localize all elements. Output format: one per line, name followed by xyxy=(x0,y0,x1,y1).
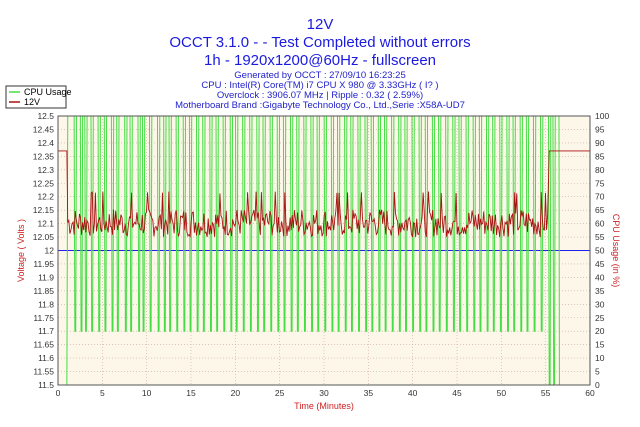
y-axis-ticks: 12.5 12.45 12.4 12.35 12.3 12.25 12.2 12.15 12.1… xyxy=(33,111,55,390)
legend-box xyxy=(5,85,67,109)
y-tick-label: 12.2 xyxy=(37,192,54,202)
y-tick-label: 11.85 xyxy=(33,286,54,296)
x-tick-label: 15 xyxy=(186,388,196,398)
legend: CPU Usage 12V xyxy=(5,85,72,109)
y-tick-label: 11.65 xyxy=(33,340,54,350)
y-tick-label: 12.25 xyxy=(33,178,55,188)
y2-tick-label: 80 xyxy=(595,165,605,175)
y2-axis-ticks: 1009590858075706560555045403530252015105… xyxy=(595,111,609,390)
series-group xyxy=(58,115,590,386)
y2-tick-label: 40 xyxy=(595,272,605,282)
y2-tick-label: 90 xyxy=(595,138,605,148)
y-tick-label: 11.5 xyxy=(38,380,54,390)
y-tick-label: 12.5 xyxy=(37,111,54,121)
x-tick-label: 60 xyxy=(585,388,595,398)
y-tick-label: 11.8 xyxy=(38,299,54,309)
x-axis-label: Time (Minutes) xyxy=(294,401,354,411)
y-tick-label: 12.15 xyxy=(33,205,55,215)
y2-tick-label: 25 xyxy=(595,313,605,323)
y-tick-label: 12.3 xyxy=(37,165,54,175)
y2-tick-label: 20 xyxy=(595,326,605,336)
y-tick-label: 11.6 xyxy=(38,353,54,363)
y-tick-label: 12.45 xyxy=(33,124,55,134)
x-tick-label: 40 xyxy=(408,388,418,398)
x-tick-label: 50 xyxy=(497,388,507,398)
y2-tick-label: 50 xyxy=(595,246,605,256)
y2-tick-label: 10 xyxy=(595,353,605,363)
y-tick-label: 11.9 xyxy=(38,272,54,282)
y2-tick-label: 5 xyxy=(595,367,600,377)
y2-tick-label: 60 xyxy=(595,219,605,229)
y2-tick-label: 45 xyxy=(595,259,605,269)
y-tick-label: 12.4 xyxy=(37,138,54,148)
chart-title: 12V xyxy=(306,16,334,33)
y2-tick-label: 30 xyxy=(595,299,605,309)
y-axis-label: Voltage ( Volts ) xyxy=(16,219,26,282)
x-tick-label: 30 xyxy=(319,388,329,398)
x-tick-label: 5 xyxy=(100,388,105,398)
info-overclock: Overclock : 3906.07 MHz | Ripple : 0.32 … xyxy=(216,90,424,101)
x-tick-label: 10 xyxy=(142,388,152,398)
y2-tick-label: 65 xyxy=(595,205,605,215)
y2-tick-label: 85 xyxy=(595,151,605,161)
info-cpu: CPU : Intel(R) Core(TM) i7 CPU X 980 @ 3… xyxy=(201,80,439,91)
y-tick-label: 12 xyxy=(45,246,55,256)
y-tick-label: 12.05 xyxy=(33,232,55,242)
info-generated: Generated by OCCT : 27/09/10 16:23:25 xyxy=(234,70,406,81)
y-tick-label: 11.55 xyxy=(33,367,54,377)
x-tick-label: 25 xyxy=(275,388,285,398)
plot-frame xyxy=(57,115,591,386)
x-axis-ticks: 0 5 10 15 20 25 30 35 40 45 50 55 60 xyxy=(56,388,595,398)
y-tick-label: 11.75 xyxy=(33,313,54,323)
series-line-cpu-usage xyxy=(58,115,590,386)
y2-tick-label: 75 xyxy=(595,178,605,188)
legend-label-cpu: CPU Usage xyxy=(24,87,72,97)
y2-tick-label: 0 xyxy=(595,380,600,390)
chart-subtitle-1: OCCT 3.1.0 - - Test Completed without er… xyxy=(169,34,471,51)
y-tick-label: 12.1 xyxy=(37,219,54,229)
x-tick-label: 20 xyxy=(231,388,241,398)
y2-tick-label: 100 xyxy=(595,111,609,121)
y2-tick-label: 70 xyxy=(595,192,605,202)
y2-tick-label: 15 xyxy=(595,340,605,350)
x-tick-label: 35 xyxy=(364,388,374,398)
legend-label-12v: 12V xyxy=(24,97,40,107)
y-tick-label: 11.7 xyxy=(38,326,54,336)
y-tick-label: 12.35 xyxy=(33,151,55,161)
x-tick-label: 0 xyxy=(56,388,61,398)
info-motherboard: Motherboard Brand :Gigabyte Technology C… xyxy=(175,100,465,111)
y2-tick-label: 95 xyxy=(595,124,605,134)
x-tick-label: 45 xyxy=(452,388,462,398)
chart-subtitle-2: 1h - 1920x1200@60Hz - fullscreen xyxy=(203,52,437,69)
series-line-12v xyxy=(58,150,590,238)
x-tick-label: 55 xyxy=(541,388,551,398)
y2-tick-label: 35 xyxy=(595,286,605,296)
y-tick-label: 11.95 xyxy=(33,259,54,269)
y2-axis-label: CPU Usage (in %) xyxy=(611,214,621,288)
y2-tick-label: 55 xyxy=(595,232,605,242)
